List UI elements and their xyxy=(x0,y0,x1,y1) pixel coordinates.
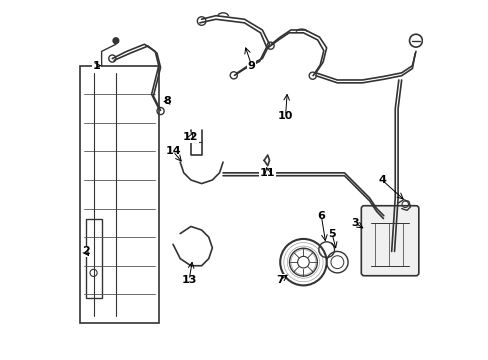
Text: 6: 6 xyxy=(317,211,325,221)
Text: 12: 12 xyxy=(183,132,198,142)
Text: 3: 3 xyxy=(351,218,358,228)
FancyBboxPatch shape xyxy=(361,206,418,276)
Text: 5: 5 xyxy=(327,229,335,239)
Text: 10: 10 xyxy=(277,111,293,121)
Text: 7: 7 xyxy=(276,275,284,285)
Text: 14: 14 xyxy=(165,147,181,157)
Text: 8: 8 xyxy=(163,96,171,107)
Bar xyxy=(85,219,102,298)
Bar xyxy=(80,66,159,323)
Text: 2: 2 xyxy=(81,247,89,256)
Circle shape xyxy=(113,38,119,44)
Text: 1: 1 xyxy=(92,61,100,71)
Text: 4: 4 xyxy=(377,175,385,185)
Text: 9: 9 xyxy=(247,61,255,71)
Text: 13: 13 xyxy=(181,275,196,285)
Text: 11: 11 xyxy=(260,168,275,178)
